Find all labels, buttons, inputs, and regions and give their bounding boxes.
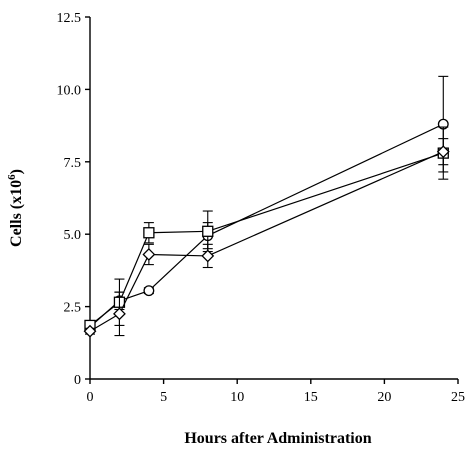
data-point-square bbox=[202, 225, 214, 237]
series-square bbox=[84, 126, 449, 332]
series-diamond bbox=[83, 138, 450, 338]
series-line-circle bbox=[89, 123, 444, 328]
y-axis-title-superscript: 6 bbox=[6, 174, 18, 180]
y-tick-label: 7.5 bbox=[64, 156, 82, 171]
y-tick-label: 0 bbox=[74, 373, 81, 388]
x-tick-label: 10 bbox=[230, 390, 244, 405]
y-axis-title-end: ) bbox=[8, 169, 25, 174]
x-tick-label: 25 bbox=[451, 390, 465, 405]
series-line-diamond bbox=[89, 151, 444, 332]
tick-marks: 0 5 10 15 20 25 0 2.5 5.0 7.5 10.0 12.5 bbox=[57, 11, 466, 405]
y-tick-label: 10.0 bbox=[57, 83, 82, 98]
y-axis-title-main: Cells (x10 bbox=[8, 180, 25, 247]
axes bbox=[89, 17, 458, 380]
data-point-diamond bbox=[83, 324, 97, 338]
data-point-diamond bbox=[142, 248, 156, 261]
y-axis-title: Cells (x106) bbox=[6, 169, 25, 247]
x-tick-label: 5 bbox=[160, 390, 167, 405]
y-tick-label: 2.5 bbox=[64, 301, 82, 316]
x-axis-title: Hours after Administration bbox=[184, 430, 371, 447]
data-point-diamond bbox=[201, 249, 215, 263]
series-circle bbox=[84, 75, 449, 333]
data-point-diamond bbox=[436, 145, 450, 159]
data-series bbox=[83, 75, 450, 338]
x-tick-label: 0 bbox=[87, 390, 94, 405]
data-point-square bbox=[143, 227, 155, 239]
y-tick-label: 5.0 bbox=[64, 228, 82, 243]
data-point-diamond bbox=[113, 307, 126, 321]
data-point-circle bbox=[143, 285, 155, 297]
series-line-square bbox=[89, 152, 444, 326]
x-tick-label: 15 bbox=[304, 390, 318, 405]
x-tick-label: 20 bbox=[377, 390, 391, 405]
y-tick-label: 12.5 bbox=[57, 11, 82, 26]
